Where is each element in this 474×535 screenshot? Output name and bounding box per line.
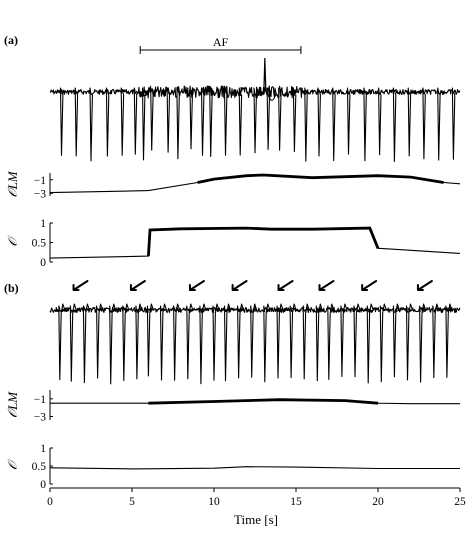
arrow-marker-0 bbox=[72, 280, 89, 291]
x-axis-label: Time [s] bbox=[234, 512, 278, 527]
xtick-label-3: 15 bbox=[290, 496, 302, 508]
panel-label-1: (b) bbox=[4, 281, 19, 295]
o-ytick-label-0-2: 0 bbox=[40, 257, 46, 269]
arrow-marker-3 bbox=[231, 280, 248, 291]
xtick-label-5: 25 bbox=[454, 496, 466, 508]
o-line-0 bbox=[49, 227, 461, 259]
olm-line-bold-0 bbox=[197, 173, 444, 184]
olm-ytick-label-0-0: −1 bbox=[34, 175, 46, 187]
olm-ytick-label-0-1: −3 bbox=[34, 188, 46, 200]
arrow-marker-5 bbox=[318, 280, 335, 291]
olm-ytick-label-1-0: −1 bbox=[34, 394, 46, 406]
arrow-marker-6 bbox=[361, 280, 378, 291]
arrow-marker-7 bbox=[416, 280, 433, 291]
o-ytick-label-1-1: 0.5 bbox=[32, 461, 47, 473]
xtick-label-0: 0 bbox=[47, 496, 53, 508]
o-line-1 bbox=[49, 466, 460, 470]
olm-line-bold-1 bbox=[148, 398, 379, 405]
xtick-label-1: 5 bbox=[129, 496, 135, 508]
olm-ylabel-0: 𝒪LM bbox=[5, 170, 20, 197]
panel-label-0: (a) bbox=[4, 33, 18, 47]
arrow-marker-2 bbox=[188, 280, 205, 291]
ecg-event-dip bbox=[266, 91, 277, 101]
olm-ytick-label-1-1: −3 bbox=[34, 411, 46, 423]
o-ytick-label-1-2: 0 bbox=[40, 479, 46, 491]
ecg-trace-1 bbox=[49, 303, 461, 385]
xtick-label-2: 10 bbox=[208, 496, 220, 508]
o-ylabel-0: 𝒪 bbox=[5, 235, 20, 247]
xtick-label-4: 20 bbox=[372, 496, 384, 508]
olm-ylabel-1: 𝒪LM bbox=[5, 391, 20, 418]
arrow-marker-4 bbox=[277, 280, 294, 291]
o-ytick-label-1-0: 1 bbox=[40, 443, 46, 455]
ecg-trace-0 bbox=[49, 85, 461, 163]
ecg-event-spike bbox=[263, 57, 267, 93]
o-ylabel-1: 𝒪 bbox=[5, 458, 20, 470]
o-ytick-label-0-1: 0.5 bbox=[32, 238, 47, 250]
o-ytick-label-0-0: 1 bbox=[40, 218, 46, 230]
o-line-bold-0 bbox=[147, 226, 380, 257]
af-label: AF bbox=[213, 35, 229, 49]
arrow-marker-1 bbox=[129, 280, 146, 291]
